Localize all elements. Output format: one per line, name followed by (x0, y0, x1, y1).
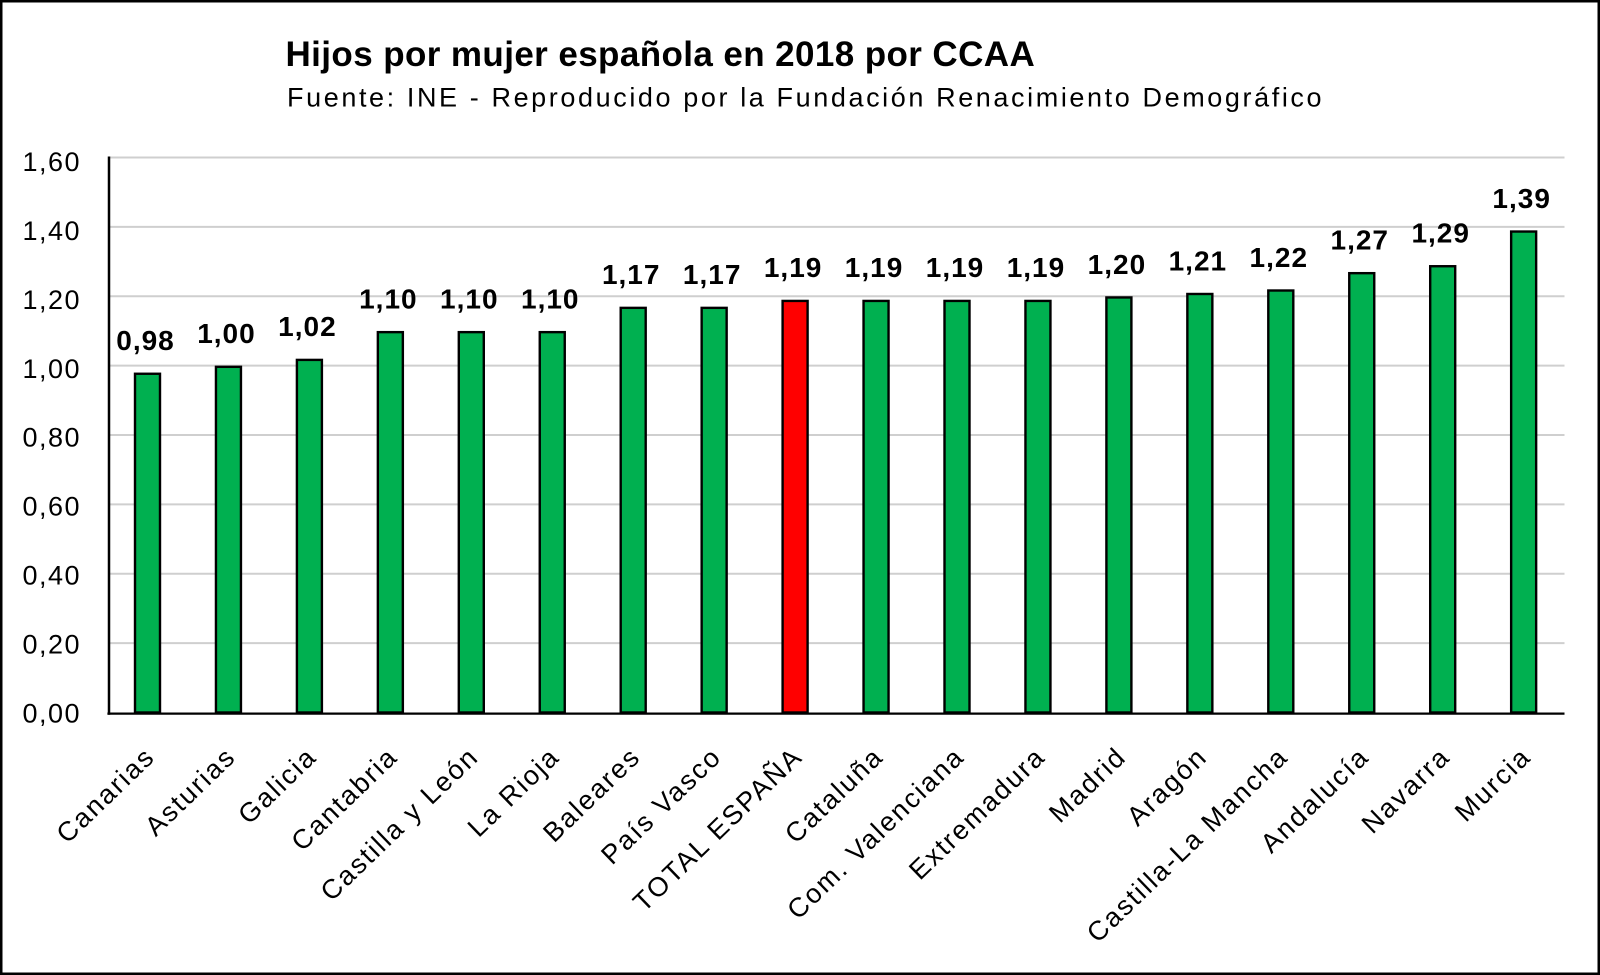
svg-text:1,02: 1,02 (278, 311, 337, 342)
svg-text:1,29: 1,29 (1411, 218, 1470, 249)
svg-text:Fuente: INE - Reproducido por: Fuente: INE - Reproducido por la Fundaci… (287, 83, 1324, 113)
svg-text:1,19: 1,19 (845, 252, 904, 283)
svg-text:1,10: 1,10 (359, 283, 418, 314)
svg-text:1,60: 1,60 (22, 147, 81, 177)
svg-text:0,40: 0,40 (22, 561, 81, 591)
svg-text:1,10: 1,10 (521, 283, 580, 314)
svg-text:1,20: 1,20 (22, 285, 81, 315)
svg-text:1,19: 1,19 (1007, 252, 1066, 283)
svg-text:1,00: 1,00 (22, 354, 81, 384)
svg-text:1,10: 1,10 (440, 283, 499, 314)
svg-text:0,80: 0,80 (22, 423, 81, 453)
svg-text:0,60: 0,60 (22, 492, 81, 522)
svg-text:0,20: 0,20 (22, 630, 81, 660)
svg-text:1,20: 1,20 (1088, 249, 1147, 280)
svg-text:1,22: 1,22 (1250, 242, 1309, 273)
svg-text:1,39: 1,39 (1492, 183, 1551, 214)
svg-text:1,21: 1,21 (1169, 245, 1228, 276)
svg-text:1,40: 1,40 (22, 216, 81, 246)
svg-text:1,00: 1,00 (197, 318, 256, 349)
svg-text:1,27: 1,27 (1331, 224, 1390, 255)
svg-text:0,00: 0,00 (22, 699, 81, 729)
svg-text:1,17: 1,17 (602, 259, 661, 290)
svg-text:Hijos por mujer española en 2: Hijos por mujer española en 2018 por CCA… (286, 35, 1036, 74)
svg-text:1,19: 1,19 (926, 252, 985, 283)
svg-text:1,17: 1,17 (683, 259, 742, 290)
svg-text:0,98: 0,98 (116, 325, 175, 356)
svg-text:1,19: 1,19 (764, 252, 823, 283)
